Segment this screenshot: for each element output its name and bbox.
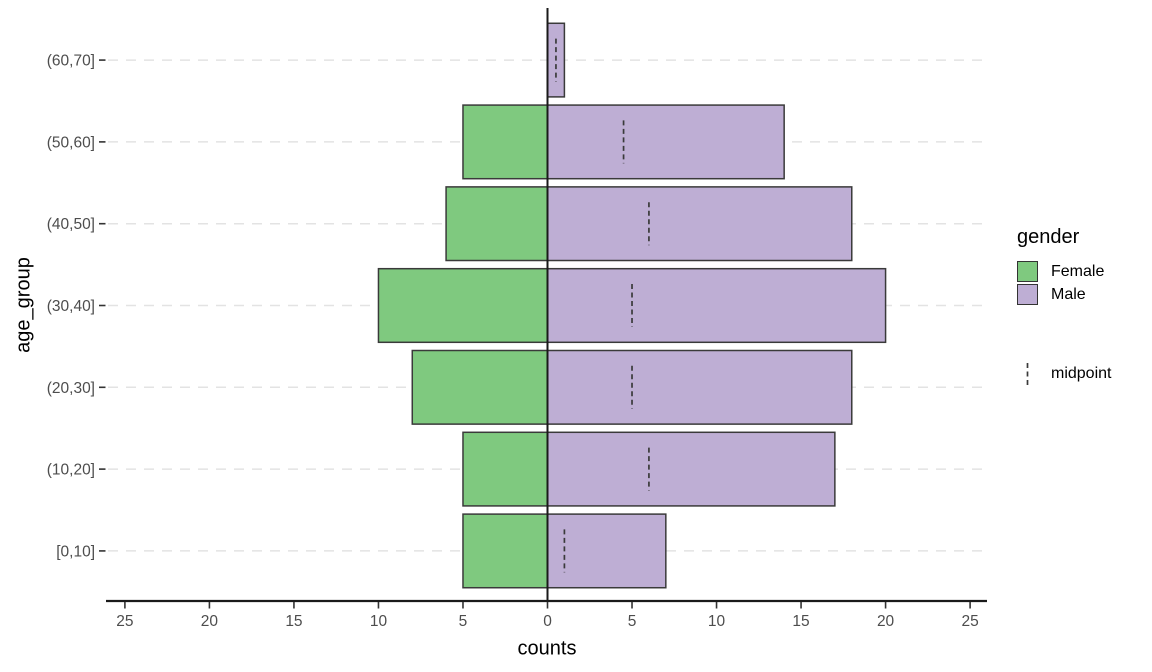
legend-title: gender	[1017, 226, 1080, 248]
y-tick-label: (50,60]	[47, 134, 95, 151]
midpoint-label: midpoint	[1051, 364, 1112, 382]
bar-female	[377, 267, 549, 344]
female-label: Female	[1051, 262, 1105, 280]
legend-midpoint: midpoint	[1017, 362, 1111, 385]
female-swatch-icon	[1017, 261, 1038, 282]
legend-item-male: Male	[1017, 283, 1104, 306]
y-axis-title: age_group	[12, 257, 35, 353]
x-tick-label: 10	[708, 613, 726, 630]
bar-female	[462, 104, 549, 180]
x-tick-label: 25	[961, 613, 978, 630]
x-tick-label: 5	[628, 613, 637, 630]
male-label: Male	[1051, 285, 1086, 303]
bar-male	[546, 349, 853, 425]
legend-item-female: Female	[1017, 260, 1104, 283]
bar-female	[462, 513, 549, 589]
midpoint-dash-icon	[1017, 359, 1038, 389]
x-tick-label: 15	[285, 613, 302, 630]
x-tick-label: 10	[370, 613, 388, 630]
x-tick-label: 0	[543, 613, 552, 630]
x-axis-title: counts	[517, 637, 577, 660]
bar-female	[411, 349, 549, 425]
bar-female	[445, 186, 549, 262]
bar-male	[546, 513, 667, 589]
bar-male	[546, 104, 785, 180]
y-tick-label: (30,40]	[47, 298, 95, 315]
bar-male	[546, 267, 887, 344]
legend-item-midpoint: midpoint	[1017, 362, 1111, 385]
male-swatch-icon	[1017, 284, 1038, 305]
y-tick-label: (10,20]	[47, 462, 95, 479]
y-tick-label: [0,10]	[56, 543, 95, 560]
y-tick-label: (40,50]	[47, 216, 95, 233]
bar-male	[546, 186, 853, 262]
x-tick-label: 20	[201, 613, 219, 630]
x-tick-label: 15	[792, 613, 809, 630]
x-tick-label: 20	[877, 613, 895, 630]
y-tick-label: (20,30]	[47, 380, 95, 397]
bar-female	[462, 431, 549, 507]
legend-gender: gender Female Male	[1017, 226, 1104, 306]
x-tick-label: 25	[116, 613, 133, 630]
y-tick-label: (60,70]	[47, 53, 95, 70]
bar-male	[546, 431, 836, 507]
x-tick-label: 5	[459, 613, 468, 630]
